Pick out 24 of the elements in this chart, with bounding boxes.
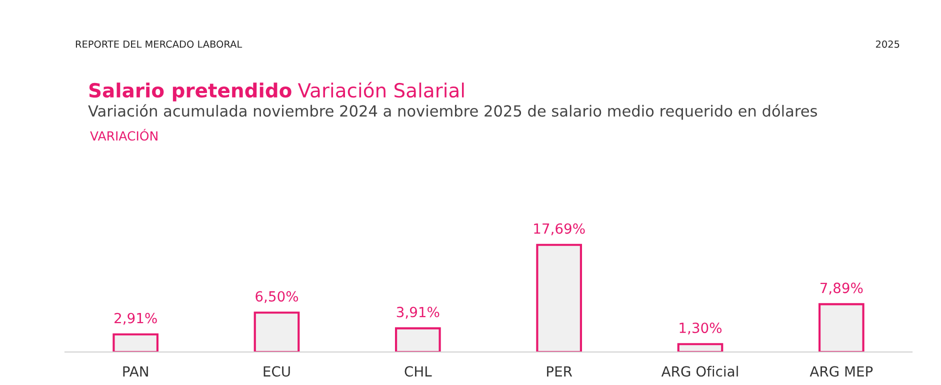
data-label: 3,91% [396, 306, 440, 319]
text: 2025 [876, 40, 900, 48]
text: Variación Salarial [298, 82, 464, 98]
data-label: 6,50% [256, 291, 298, 304]
bar [112, 333, 159, 352]
x-tick-label: ARG MEP [810, 366, 873, 377]
bar [818, 303, 864, 352]
bar [254, 312, 300, 352]
chart-title: Salario pretendido [89, 82, 292, 102]
x-tick-label: ARG Oficial [661, 366, 738, 377]
data-label: 17,69% [534, 223, 585, 236]
bar [677, 343, 724, 352]
data-label: 7,89% [820, 282, 863, 295]
data-label: 2,91% [114, 312, 157, 325]
bar [394, 327, 441, 352]
chart-subtitle: Variación acumulada noviembre 2024 a noviembre 2025 de salario medio requerido en dólares [88, 104, 817, 120]
text: VARIACIÓN [90, 128, 158, 141]
text: REPORTE DEL MERCADO LABORAL [76, 40, 242, 48]
x-tick-label: ECU [264, 366, 290, 377]
x-tick-label: PAN [123, 366, 148, 376]
data-label: 1,30% [680, 322, 722, 335]
x-tick-label: PER [547, 366, 572, 376]
bar [536, 244, 582, 352]
x-tick-label: CHL [404, 366, 432, 377]
